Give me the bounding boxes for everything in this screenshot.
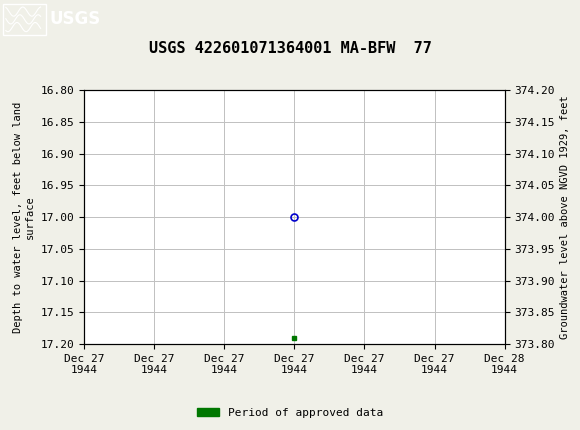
Legend: Period of approved data: Period of approved data xyxy=(193,403,387,422)
Y-axis label: Groundwater level above NGVD 1929, feet: Groundwater level above NGVD 1929, feet xyxy=(560,95,570,339)
Y-axis label: Depth to water level, feet below land
surface: Depth to water level, feet below land su… xyxy=(13,101,35,333)
Text: USGS 422601071364001 MA-BFW  77: USGS 422601071364001 MA-BFW 77 xyxy=(148,41,432,56)
Text: USGS: USGS xyxy=(49,10,100,28)
Bar xyxy=(3,4,46,35)
